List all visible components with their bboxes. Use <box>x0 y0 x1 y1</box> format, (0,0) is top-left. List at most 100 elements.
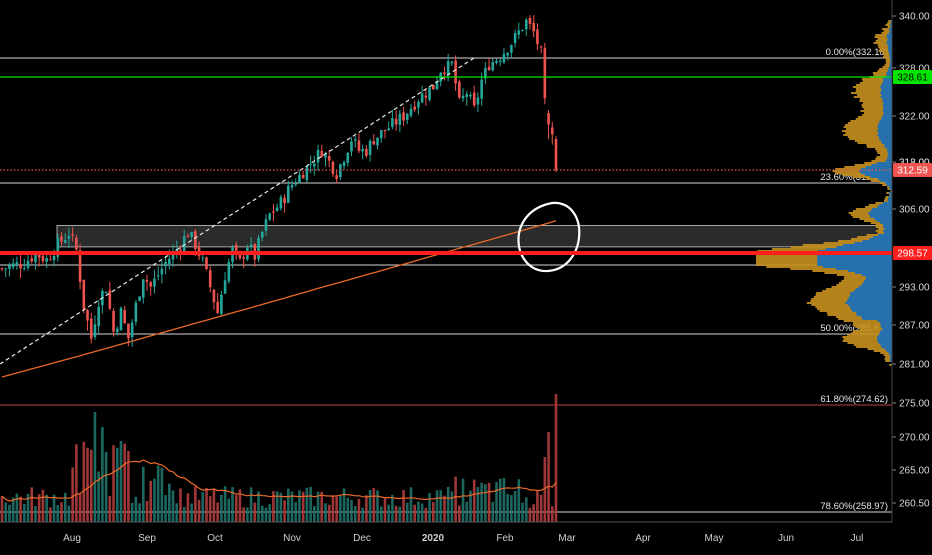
candle-body <box>242 257 245 259</box>
volume-profile-bar-secondary <box>882 82 892 84</box>
volume-profile-bar-secondary <box>877 126 892 128</box>
volume-profile-bar-secondary <box>878 234 892 236</box>
candle-body <box>358 140 361 150</box>
volume-profile-bar-secondary <box>884 228 892 230</box>
volume-profile-bar-secondary <box>847 300 892 302</box>
volume-bar <box>131 503 134 522</box>
candle-body <box>384 130 387 131</box>
volume-bar <box>495 482 498 522</box>
volume-profile-bar-secondary <box>866 166 892 168</box>
volume-bar <box>138 503 141 522</box>
volume-bar <box>23 504 26 522</box>
volume-bar <box>324 503 327 522</box>
volume-profile-bar-secondary <box>881 344 892 346</box>
volume-bar <box>30 487 33 522</box>
volume-profile-bar-secondary <box>888 38 892 40</box>
volume-profile-bar-secondary <box>873 236 892 238</box>
volume-profile-bar-secondary <box>886 42 892 44</box>
volume-bar <box>265 508 268 522</box>
volume-bar <box>506 494 509 522</box>
candle-body <box>112 311 115 332</box>
volume-profile-bar-secondary <box>887 184 892 186</box>
volume-profile-bar-secondary <box>865 278 892 280</box>
candle-body <box>179 250 182 251</box>
volume-profile-bar-secondary <box>836 268 892 270</box>
volume-profile-bar-secondary <box>879 342 892 344</box>
candle-body <box>71 234 74 235</box>
volume-profile-bar-secondary <box>883 80 892 82</box>
volume-bar <box>179 489 182 522</box>
volume-bar <box>149 481 152 522</box>
volume-profile-bar-secondary <box>872 208 892 210</box>
candle-body <box>361 149 364 151</box>
volume-profile-bar-secondary <box>877 338 892 340</box>
volume-bar <box>164 495 167 522</box>
candle-body <box>75 238 78 250</box>
time-tick-label-6: Feb <box>496 533 514 544</box>
volume-profile-bar-secondary <box>868 212 892 214</box>
volume-bar <box>447 487 450 522</box>
volume-profile-bar-secondary <box>886 72 892 74</box>
candle-body <box>547 113 550 125</box>
volume-profile-bar-secondary <box>881 88 892 90</box>
volume-bar <box>224 486 227 522</box>
volume-bar <box>395 506 398 522</box>
volume-bar <box>413 505 416 522</box>
volume-profile-bar-secondary <box>857 314 892 316</box>
volume-profile-bar-secondary <box>882 116 892 118</box>
volume-profile-bar-secondary <box>848 270 892 272</box>
candle-body <box>369 141 372 155</box>
volume-profile-bar-secondary <box>888 44 892 46</box>
candle-body <box>373 141 376 144</box>
volume-profile-bar-secondary <box>879 138 892 140</box>
volume-profile-bar-secondary <box>877 162 892 164</box>
volume-bar <box>120 441 123 522</box>
candle-body <box>30 258 33 261</box>
candle-body <box>116 329 119 333</box>
volume-bar <box>361 508 364 522</box>
volume-bar <box>350 500 353 522</box>
volume-profile-bar-secondary <box>871 164 892 166</box>
candle-body <box>49 259 52 260</box>
candle-body <box>380 130 383 138</box>
candle-body <box>127 324 130 339</box>
candle-body <box>64 240 67 243</box>
candle-body <box>332 162 335 174</box>
candle-body <box>454 61 457 84</box>
candle-body <box>532 23 535 31</box>
volume-bar <box>64 493 67 522</box>
candle-body <box>503 54 506 63</box>
candle-body <box>540 46 543 47</box>
volume-bar <box>175 503 178 522</box>
volume-profile-bar-secondary <box>881 90 892 92</box>
candle-body <box>413 107 416 110</box>
candle-body <box>131 323 134 337</box>
volume-profile-bar-secondary <box>886 160 892 162</box>
candle-body <box>462 96 465 99</box>
candle-body <box>42 256 45 262</box>
volume-bar <box>82 442 85 522</box>
candle-body <box>220 295 223 315</box>
candle-body <box>555 139 558 170</box>
time-tick-label-2: Oct <box>207 533 223 544</box>
candle-body <box>283 198 286 204</box>
volume-bar <box>56 505 59 522</box>
volume-profile-bar-secondary <box>877 130 892 132</box>
volume-profile-bar-secondary <box>854 290 892 292</box>
volume-bar <box>116 448 119 522</box>
volume-bar <box>146 501 149 522</box>
candle-body <box>343 162 346 166</box>
volume-bar <box>68 505 71 522</box>
volume-bar <box>529 508 532 522</box>
volume-profile-bar-secondary <box>848 298 892 300</box>
volume-profile-bar-secondary <box>887 158 892 160</box>
volume-profile-bar-secondary <box>869 238 892 240</box>
price-tick-label-2: 322.00 <box>899 112 930 123</box>
candle-body <box>8 265 11 269</box>
volume-profile-bar-secondary <box>887 150 892 152</box>
volume-profile-bar-secondary <box>882 328 892 330</box>
candle-body <box>458 82 461 98</box>
volume-profile-bar-secondary <box>888 152 892 154</box>
